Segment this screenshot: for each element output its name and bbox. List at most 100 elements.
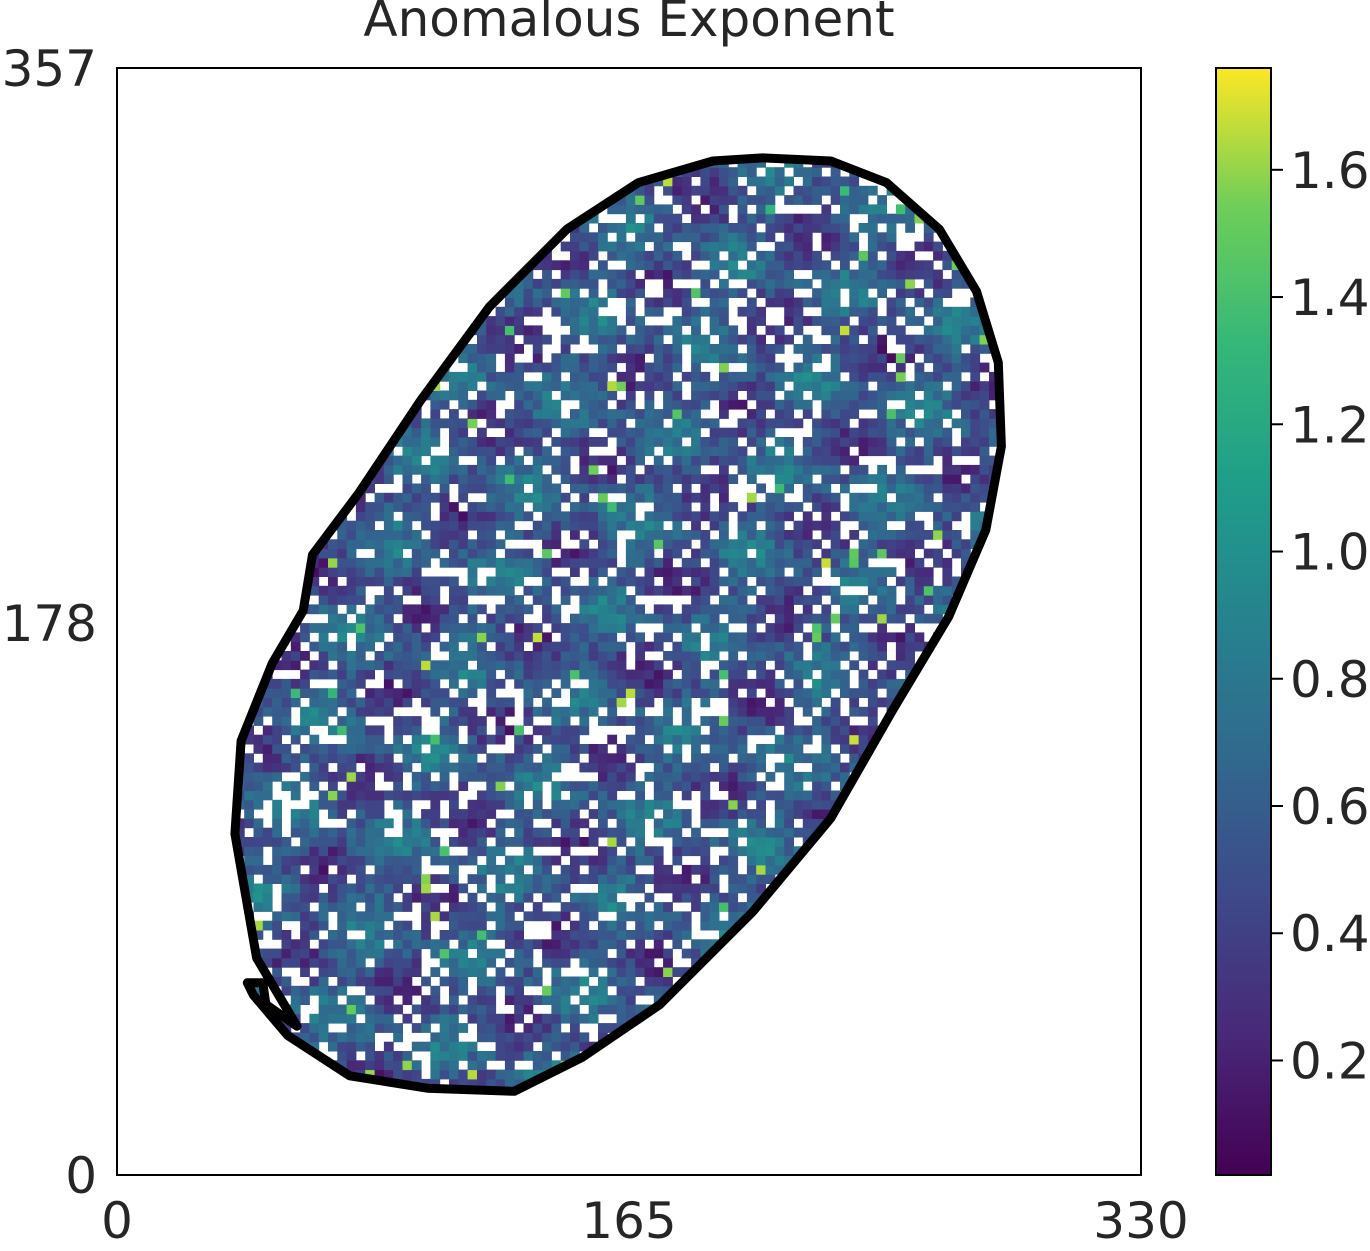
heatmap-cell [504, 902, 515, 912]
heatmap-cell [625, 957, 636, 968]
heatmap-cell [411, 818, 422, 829]
heatmap-cell [551, 855, 562, 866]
heatmap-cell [579, 502, 590, 512]
heatmap-cell [644, 269, 655, 280]
heatmap-cell [644, 753, 655, 764]
heatmap-cell [421, 576, 431, 587]
heatmap-cell [486, 464, 497, 475]
heatmap-cell [514, 1013, 524, 1024]
heatmap-cell [737, 381, 748, 391]
heatmap-cell [495, 697, 506, 708]
heatmap-cell [504, 334, 515, 345]
heatmap-cell [355, 576, 366, 587]
heatmap-cell [709, 232, 720, 243]
heatmap-cell [411, 483, 422, 494]
heatmap-cell [774, 250, 785, 261]
heatmap-cell [439, 557, 450, 568]
heatmap-cell [625, 669, 636, 680]
heatmap-cell [588, 278, 599, 289]
heatmap-cell [318, 846, 329, 857]
heatmap-cell [253, 985, 264, 996]
heatmap-cell [290, 762, 301, 773]
heatmap-cell [486, 316, 497, 326]
heatmap-cell [756, 846, 766, 857]
heatmap-cell [532, 669, 543, 680]
heatmap-cell [523, 409, 534, 419]
heatmap-cell [625, 734, 636, 745]
heatmap-cell [570, 1041, 580, 1052]
heatmap-cell [774, 557, 785, 568]
heatmap-cell [635, 613, 645, 624]
heatmap-cell [635, 437, 645, 447]
heatmap-cell [719, 762, 729, 773]
heatmap-cell [560, 269, 571, 280]
heatmap-cell [486, 660, 497, 671]
heatmap-cell [728, 567, 739, 577]
heatmap-cell [337, 902, 348, 912]
heatmap-cell [477, 632, 487, 643]
heatmap-cell [430, 753, 441, 764]
heatmap-cell [635, 604, 645, 615]
heatmap-cell [691, 371, 701, 382]
heatmap-cell [346, 911, 357, 922]
heatmap-cell [579, 446, 590, 457]
heatmap-cell [709, 446, 720, 457]
heatmap-cell [802, 316, 813, 326]
heatmap-cell [458, 753, 469, 764]
heatmap-cell [560, 455, 571, 466]
heatmap-cell [532, 1060, 543, 1071]
heatmap-cell [486, 418, 497, 429]
heatmap-cell [635, 530, 645, 540]
heatmap-cell [253, 781, 264, 791]
heatmap-cell [467, 418, 478, 429]
heatmap-cell [756, 697, 766, 708]
heatmap-cell [625, 278, 636, 289]
heatmap-cell [746, 260, 757, 271]
heatmap-cell [607, 864, 618, 875]
heatmap-cell [635, 939, 645, 950]
heatmap-cell [337, 567, 348, 577]
heatmap-cell [709, 223, 720, 233]
heatmap-cell [365, 483, 375, 494]
heatmap-cell [607, 204, 618, 215]
heatmap-cell [551, 669, 562, 680]
heatmap-cell [607, 427, 618, 438]
heatmap-cell [560, 781, 571, 791]
heatmap-cell [616, 269, 627, 280]
heatmap-cell [365, 892, 375, 903]
heatmap-cell [253, 771, 264, 782]
heatmap-cell [765, 874, 776, 884]
heatmap-cell [374, 530, 385, 540]
heatmap-cell [774, 818, 785, 829]
heatmap-cell [523, 464, 534, 475]
heatmap-cell [728, 771, 739, 782]
heatmap-cell [672, 827, 683, 838]
heatmap-cell [551, 892, 562, 903]
heatmap-cell [514, 1051, 524, 1061]
heatmap-cell [411, 1023, 422, 1033]
heatmap-cell [430, 390, 441, 401]
heatmap-cell [765, 669, 776, 680]
heatmap-cell [616, 353, 627, 364]
heatmap-cell [281, 911, 292, 922]
heatmap-cell [383, 948, 394, 959]
heatmap-cell [486, 492, 497, 503]
heatmap-cell [281, 902, 292, 912]
heatmap-cell [672, 464, 683, 475]
heatmap-cell [365, 855, 375, 866]
heatmap-cell [411, 846, 422, 857]
heatmap-cell [337, 790, 348, 801]
heatmap-cell [644, 464, 655, 475]
heatmap-cell [802, 799, 813, 810]
heatmap-cell [374, 855, 385, 866]
heatmap-cell [774, 502, 785, 512]
heatmap-cell [700, 437, 711, 447]
heatmap-cell [477, 744, 487, 754]
heatmap-cell [709, 539, 720, 550]
heatmap-cell [607, 530, 618, 540]
heatmap-cell [300, 771, 310, 782]
heatmap-cell [672, 492, 683, 503]
heatmap-cell [355, 957, 366, 968]
heatmap-cell [719, 362, 729, 373]
heatmap-cell [495, 1041, 506, 1052]
